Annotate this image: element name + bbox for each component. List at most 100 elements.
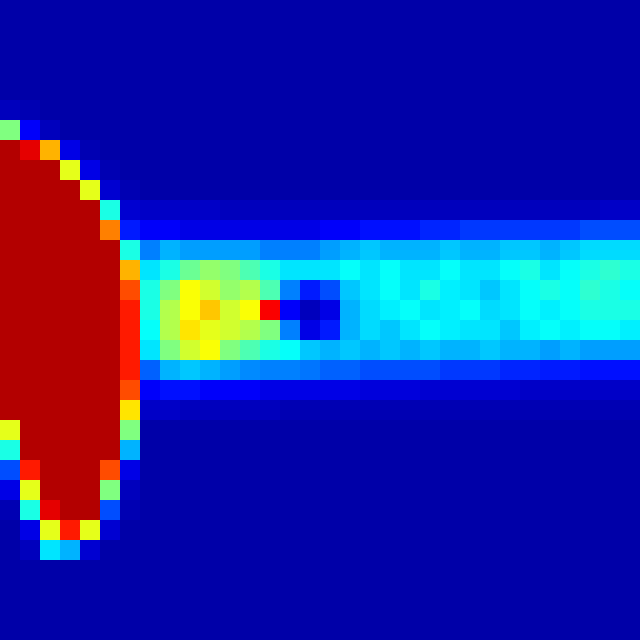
heatmap-cell: [380, 120, 401, 141]
heatmap-cell: [80, 560, 101, 581]
heatmap-cell: [0, 100, 21, 121]
heatmap-cell: [180, 400, 201, 421]
heatmap-cell: [340, 20, 361, 41]
heatmap-cell: [100, 480, 121, 501]
heatmap-cell: [220, 260, 241, 281]
heatmap-cell: [180, 200, 201, 221]
heatmap-cell: [560, 320, 581, 341]
heatmap-cell: [200, 240, 221, 261]
heatmap-cell: [420, 480, 441, 501]
heatmap-cell: [380, 260, 401, 281]
heatmap-cell: [260, 0, 281, 21]
heatmap-cell: [280, 440, 301, 461]
heatmap-cell: [620, 300, 640, 321]
heatmap-cell: [0, 260, 21, 281]
heatmap-cell: [580, 280, 601, 301]
heatmap-cell: [580, 440, 601, 461]
heatmap-cell: [620, 240, 640, 261]
heatmap-cell: [160, 380, 181, 401]
heatmap-cell: [540, 120, 561, 141]
heatmap-cell: [620, 200, 640, 221]
heatmap-cell: [80, 500, 101, 521]
heatmap-cell: [240, 160, 261, 181]
heatmap-cell: [540, 100, 561, 121]
heatmap-cell: [20, 540, 41, 561]
heatmap-cell: [500, 20, 521, 41]
heatmap-cell: [100, 100, 121, 121]
heatmap-cell: [580, 580, 601, 601]
heatmap-cell: [340, 220, 361, 241]
heatmap-cell: [440, 300, 461, 321]
heatmap-cell: [500, 220, 521, 241]
heatmap-cell: [420, 20, 441, 41]
heatmap-cell: [80, 520, 101, 541]
heatmap-cell: [600, 120, 621, 141]
heatmap-cell: [140, 160, 161, 181]
heatmap-cell: [420, 540, 441, 561]
heatmap-cell: [300, 60, 321, 81]
heatmap-cell: [320, 500, 341, 521]
heatmap-cell: [440, 100, 461, 121]
heatmap-cell: [540, 240, 561, 261]
heatmap-cell: [340, 200, 361, 221]
heatmap-cell: [20, 300, 41, 321]
heatmap-cell: [420, 280, 441, 301]
heatmap-cell: [160, 280, 181, 301]
heatmap-cell: [420, 300, 441, 321]
heatmap-cell: [400, 580, 421, 601]
heatmap-cell: [480, 140, 501, 161]
heatmap-cell: [600, 360, 621, 381]
heatmap-cell: [480, 60, 501, 81]
heatmap-cell: [400, 600, 421, 621]
heatmap-cell: [400, 280, 421, 301]
heatmap-cell: [280, 560, 301, 581]
heatmap-cell: [380, 200, 401, 221]
heatmap-cell: [360, 380, 381, 401]
heatmap-cell: [440, 540, 461, 561]
heatmap-cell: [400, 20, 421, 41]
heatmap-cell: [260, 240, 281, 261]
heatmap-cell: [160, 200, 181, 221]
heatmap-cell: [220, 600, 241, 621]
heatmap-cell: [160, 440, 181, 461]
heatmap-cell: [160, 260, 181, 281]
heatmap-cell: [460, 460, 481, 481]
heatmap-cell: [340, 300, 361, 321]
heatmap-cell: [220, 200, 241, 221]
heatmap-cell: [560, 360, 581, 381]
heatmap-cell: [180, 440, 201, 461]
heatmap-cell: [340, 80, 361, 101]
heatmap-cell: [460, 600, 481, 621]
heatmap-cell: [520, 240, 541, 261]
heatmap-cells: [0, 0, 640, 640]
heatmap-cell: [160, 100, 181, 121]
heatmap-cell: [80, 440, 101, 461]
heatmap-cell: [580, 460, 601, 481]
heatmap-cell: [380, 40, 401, 61]
heatmap-cell: [500, 400, 521, 421]
heatmap-cell: [420, 220, 441, 241]
heatmap-cell: [440, 240, 461, 261]
heatmap-cell: [180, 160, 201, 181]
heatmap-cell: [280, 200, 301, 221]
heatmap-cell: [480, 260, 501, 281]
heatmap-cell: [400, 0, 421, 21]
heatmap-cell: [560, 120, 581, 141]
heatmap-cell: [280, 0, 301, 21]
heatmap-cell: [280, 20, 301, 41]
heatmap-cell: [80, 400, 101, 421]
heatmap-cell: [360, 20, 381, 41]
heatmap-cell: [220, 340, 241, 361]
heatmap-cell: [260, 480, 281, 501]
heatmap-cell: [180, 20, 201, 41]
heatmap-cell: [320, 260, 341, 281]
heatmap-cell: [0, 220, 21, 241]
heatmap-cell: [0, 0, 21, 21]
heatmap-cell: [380, 340, 401, 361]
heatmap-cell: [260, 540, 281, 561]
heatmap-cell: [20, 500, 41, 521]
heatmap-cell: [360, 220, 381, 241]
heatmap-cell: [20, 120, 41, 141]
heatmap-cell: [320, 320, 341, 341]
heatmap-cell: [60, 620, 81, 640]
